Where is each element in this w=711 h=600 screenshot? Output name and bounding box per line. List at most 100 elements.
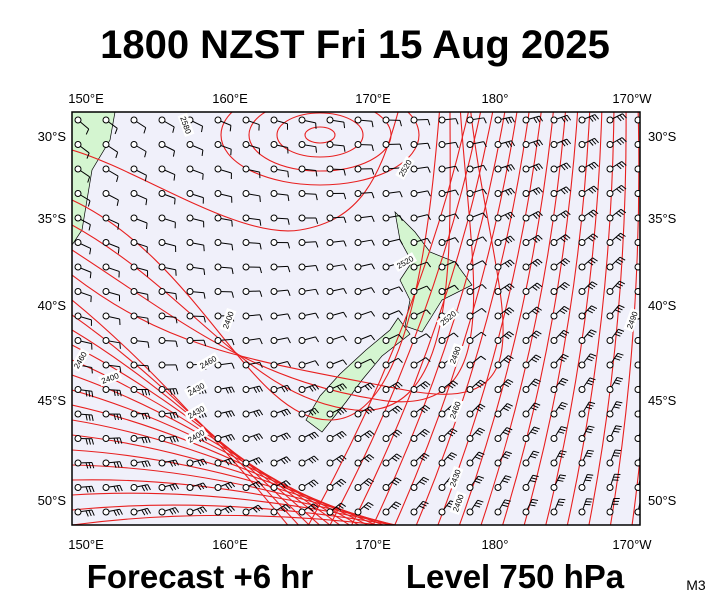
barb-feather bbox=[585, 455, 592, 458]
contour-label-bg bbox=[446, 397, 464, 423]
barb-feather bbox=[342, 359, 348, 365]
barb-feather bbox=[231, 268, 234, 275]
barb-feather bbox=[585, 430, 592, 434]
barb-feather bbox=[507, 213, 513, 219]
barb-feather bbox=[282, 505, 289, 511]
barb-feather bbox=[371, 121, 374, 128]
barb-feather bbox=[482, 188, 488, 195]
barb-feather bbox=[561, 401, 568, 405]
station bbox=[522, 239, 530, 246]
station bbox=[550, 435, 558, 442]
barb-feather bbox=[532, 213, 538, 219]
barb-feather bbox=[230, 458, 236, 464]
barb-feather bbox=[85, 438, 88, 445]
station bbox=[74, 141, 82, 148]
barb-feather bbox=[116, 461, 120, 468]
station bbox=[186, 214, 194, 222]
barb-feather bbox=[255, 506, 261, 512]
barb-feather bbox=[366, 431, 373, 437]
barb-feather bbox=[227, 482, 233, 489]
barb-feather bbox=[534, 260, 541, 266]
station bbox=[578, 459, 586, 467]
barb-feather bbox=[393, 479, 400, 484]
station bbox=[550, 410, 558, 418]
barb-feather bbox=[530, 407, 537, 411]
barb-feather bbox=[647, 257, 652, 260]
barb-feather bbox=[315, 217, 319, 224]
barb-feather bbox=[399, 238, 403, 245]
station bbox=[214, 165, 222, 173]
station bbox=[298, 312, 306, 320]
station bbox=[494, 459, 502, 467]
barb-feather bbox=[561, 426, 568, 429]
barb-feather bbox=[617, 282, 624, 287]
barb-feather bbox=[426, 261, 432, 268]
barb-feather bbox=[452, 380, 459, 385]
station bbox=[326, 239, 334, 246]
barb-feather bbox=[589, 307, 596, 312]
latitude-label: 30°S bbox=[38, 129, 67, 144]
barb-feather bbox=[618, 162, 625, 168]
barb-feather bbox=[475, 432, 481, 436]
latitude-label: 35°S bbox=[648, 211, 677, 226]
barb-feather bbox=[315, 194, 318, 201]
station bbox=[522, 361, 530, 369]
barb-feather bbox=[643, 380, 649, 381]
station bbox=[634, 263, 640, 271]
barb-feather bbox=[419, 481, 426, 485]
station bbox=[550, 386, 558, 393]
station bbox=[242, 312, 250, 320]
barb-feather bbox=[114, 128, 118, 135]
wind-barbs bbox=[74, 113, 652, 517]
barb-feather bbox=[371, 192, 375, 199]
barb-feather bbox=[203, 458, 208, 465]
barb-feather bbox=[315, 146, 318, 153]
station bbox=[242, 435, 250, 442]
station bbox=[410, 435, 418, 442]
barb-feather bbox=[287, 313, 291, 320]
barb-feather bbox=[364, 409, 370, 415]
barb-feather bbox=[587, 261, 594, 266]
barb-feather bbox=[145, 222, 148, 230]
barb-feather bbox=[391, 505, 398, 510]
barb-feather bbox=[285, 504, 291, 509]
station bbox=[102, 165, 110, 173]
station bbox=[270, 484, 278, 491]
station bbox=[270, 386, 278, 393]
barb-feather bbox=[532, 189, 538, 196]
station bbox=[298, 508, 306, 516]
station bbox=[466, 288, 474, 295]
barb-feather bbox=[422, 382, 428, 388]
station bbox=[354, 459, 362, 467]
station bbox=[130, 386, 138, 393]
barb-feather bbox=[504, 238, 510, 244]
barb-feather bbox=[506, 309, 512, 314]
barb-feather bbox=[144, 175, 147, 182]
barb-feather bbox=[587, 309, 594, 314]
station bbox=[326, 165, 334, 173]
barb-feather bbox=[424, 404, 431, 410]
barb-feather bbox=[619, 114, 625, 120]
station bbox=[410, 214, 418, 222]
station bbox=[382, 386, 390, 393]
station bbox=[550, 263, 558, 271]
barb-feather bbox=[534, 378, 541, 382]
barb-feather bbox=[280, 483, 286, 489]
barb-feather bbox=[617, 234, 624, 239]
barb-feather bbox=[89, 248, 92, 255]
barb-feather bbox=[311, 457, 317, 463]
barb-feather bbox=[562, 353, 569, 358]
station bbox=[158, 484, 166, 491]
station bbox=[242, 410, 250, 418]
barb-feather bbox=[616, 376, 624, 380]
barb-feather bbox=[141, 389, 145, 396]
station bbox=[186, 190, 194, 197]
barb-feather bbox=[534, 308, 540, 313]
barb-feather bbox=[119, 437, 123, 444]
barb-feather bbox=[475, 407, 482, 412]
station bbox=[354, 386, 362, 393]
barb-feather bbox=[392, 433, 398, 438]
barb-feather bbox=[559, 474, 567, 477]
station bbox=[382, 288, 390, 295]
barb-feather bbox=[200, 126, 204, 133]
